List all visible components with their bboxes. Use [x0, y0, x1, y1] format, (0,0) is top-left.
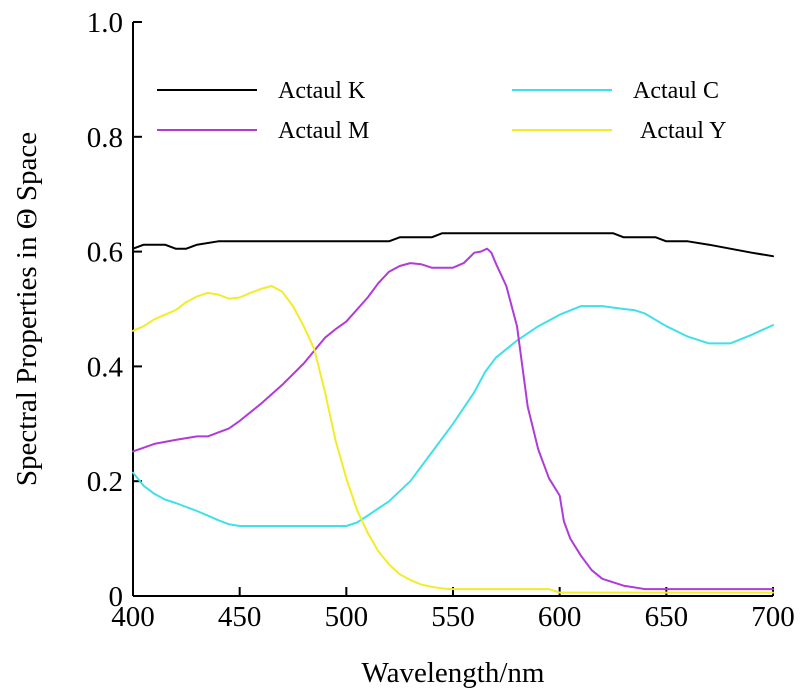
x-tick-label: 600 — [538, 601, 582, 633]
x-tick-label: 400 — [111, 601, 155, 633]
x-tick-label: 700 — [751, 601, 795, 633]
legend-label-actaul-k: Actaul K — [278, 78, 366, 104]
x-tick-label: 500 — [325, 601, 369, 633]
x-tick-label: 550 — [431, 601, 475, 633]
y-tick-label: 0.6 — [87, 237, 123, 269]
x-axis-title: Wavelength/nm — [362, 657, 545, 689]
x-tick-label: 650 — [645, 601, 689, 633]
y-tick-label: 0.2 — [87, 466, 123, 498]
series-layer — [132, 232, 774, 594]
axes — [132, 22, 773, 597]
ticks: 400 450 500 550 600 650 700 0 0.2 0.4 0.6 0.8 1.0 — [87, 7, 795, 633]
y-axis-title: Spectral Properties in Θ Space — [11, 132, 43, 486]
legend: Actaul K Actaul C Actaul M Actaul Y — [157, 78, 726, 144]
y-tick-label: 0.8 — [87, 122, 123, 154]
series-line-actaul-y — [132, 285, 774, 594]
series-line-actaul-m — [132, 247, 774, 591]
x-tick-label: 450 — [218, 601, 262, 633]
series-line-actaul-k — [132, 232, 774, 258]
legend-label-actaul-y: Actaul Y — [640, 118, 726, 144]
series-line-actaul-c — [132, 305, 774, 527]
legend-label-actaul-m: Actaul M — [278, 118, 369, 144]
y-tick-label: 1.0 — [87, 7, 123, 39]
y-tick-label: 0.4 — [87, 351, 124, 383]
legend-label-actaul-c: Actaul C — [633, 78, 719, 104]
y-tick-label: 0 — [109, 581, 124, 613]
